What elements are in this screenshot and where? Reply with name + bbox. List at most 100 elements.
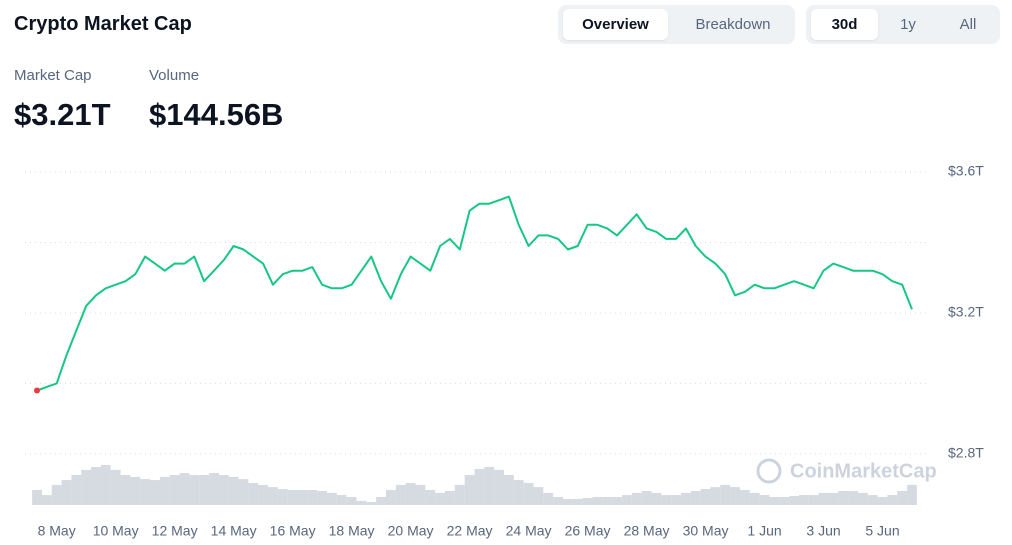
volume-bar — [907, 484, 917, 505]
stat-value: $3.21T — [14, 97, 111, 132]
tab[interactable]: Breakdown — [695, 16, 771, 33]
volume-bar — [130, 476, 141, 505]
tab[interactable]: All — [959, 16, 977, 33]
volume-bar — [51, 484, 62, 505]
x-tick-label: 22 May — [447, 523, 493, 539]
volume-bar — [730, 487, 740, 505]
volume-bar — [209, 473, 219, 505]
volume-bar — [533, 487, 544, 505]
x-tick-label: 10 May — [93, 523, 139, 539]
volume-bar — [356, 500, 367, 505]
volume-bar — [789, 496, 799, 505]
volume-bar — [887, 495, 898, 505]
volume-bar — [395, 484, 406, 505]
x-tick-label: 1 Jun — [747, 523, 781, 539]
volume-bar — [641, 490, 652, 505]
volume-bar — [287, 489, 298, 505]
volume-bar — [327, 492, 337, 505]
volume-bar — [572, 498, 583, 505]
volume-bar — [425, 489, 436, 505]
volume-bar — [779, 497, 790, 505]
volume-bars — [32, 465, 917, 505]
y-tick-label: $3.6T — [948, 163, 984, 179]
grid — [25, 171, 928, 455]
volume-bar — [474, 468, 485, 505]
volume-bar — [710, 487, 721, 505]
volume-bar — [464, 474, 475, 505]
volume-bar — [150, 480, 160, 505]
volume-bar — [818, 492, 829, 505]
x-tick-label: 14 May — [211, 523, 257, 539]
stat-label: Volume — [149, 67, 200, 84]
volume-bar — [366, 502, 377, 505]
volume-bar — [159, 476, 170, 505]
y-tick-label: $2.8T — [948, 445, 984, 461]
volume-bar — [553, 497, 563, 505]
volume-bar — [238, 479, 249, 505]
tab[interactable]: 1y — [900, 16, 916, 33]
volume-bar — [759, 495, 770, 505]
x-tick-label: 5 Jun — [865, 523, 899, 539]
volume-bar — [140, 479, 151, 505]
volume-bar — [808, 495, 819, 505]
x-tick-label: 12 May — [152, 523, 198, 539]
volume-bar — [798, 495, 809, 505]
stat-label: Market Cap — [14, 67, 92, 84]
volume-bar — [189, 474, 200, 505]
volume-bar — [769, 497, 780, 505]
volume-bar — [81, 469, 92, 505]
watermark: CoinMarketCap — [756, 458, 937, 484]
volume-bar — [61, 480, 72, 505]
volume-bar — [562, 498, 573, 505]
volume-bar — [100, 465, 111, 505]
volume-bar — [41, 495, 52, 505]
volume-bar — [543, 492, 554, 505]
watermark-text: CoinMarketCap — [790, 460, 937, 482]
volume-bar — [897, 490, 908, 505]
volume-bar — [523, 482, 534, 505]
volume-bar — [848, 490, 858, 505]
x-tick-label: 26 May — [565, 523, 611, 539]
volume-bar — [828, 492, 839, 505]
x-tick-label: 20 May — [388, 523, 434, 539]
volume-bar — [248, 482, 259, 505]
volume-bar — [110, 469, 121, 505]
x-tick-label: 24 May — [506, 523, 552, 539]
volume-bar — [297, 489, 308, 505]
volume-bar — [494, 469, 504, 505]
logo — [756, 458, 782, 484]
volume-bar — [651, 492, 662, 505]
title: Crypto Market Cap — [14, 13, 192, 35]
volume-bar — [661, 495, 672, 505]
tab[interactable]: 30d — [811, 9, 878, 40]
volume-bar — [405, 482, 416, 505]
volume-bar — [445, 490, 455, 505]
volume-bar — [71, 474, 82, 505]
volume-bar — [386, 489, 396, 505]
volume-bar — [838, 490, 849, 505]
volume-bar — [415, 484, 426, 505]
volume-bar — [484, 466, 495, 505]
volume-bar — [317, 490, 328, 505]
volume-bar — [199, 474, 210, 505]
tab[interactable]: Overview — [563, 9, 668, 40]
x-tick-label: 30 May — [683, 523, 729, 539]
volume-bar — [503, 474, 514, 505]
x-tick-label: 3 Jun — [806, 523, 840, 539]
x-tick-label: 8 May — [38, 523, 76, 539]
volume-bar — [671, 495, 681, 505]
volume-bar — [258, 484, 269, 505]
volume-bar — [307, 489, 318, 505]
volume-bar — [179, 473, 190, 505]
volume-bar — [228, 476, 239, 505]
volume-bar — [91, 466, 101, 505]
volume-bar — [720, 484, 731, 505]
stat-value: $144.56B — [149, 97, 284, 132]
x-tick-label: 18 May — [329, 523, 375, 539]
volume-bar — [454, 484, 465, 505]
x-tick-label: 28 May — [624, 523, 670, 539]
price-line — [36, 195, 913, 392]
volume-bar — [120, 474, 131, 505]
range-tabs: 30d 1y All — [806, 5, 1000, 44]
